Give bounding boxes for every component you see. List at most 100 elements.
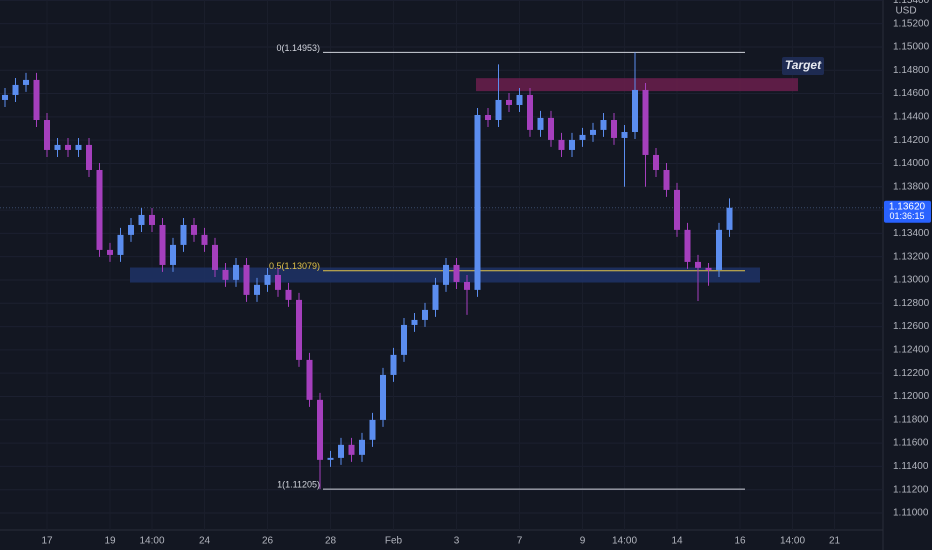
- candle-body: [695, 261, 701, 268]
- y-tick-label: 1.15200: [893, 18, 930, 29]
- y-tick-label: 1.14200: [893, 135, 930, 146]
- candle-body: [600, 120, 607, 130]
- x-tick-label: 26: [262, 536, 274, 547]
- x-tick-label: 14: [671, 536, 683, 547]
- candle-body: [128, 224, 134, 235]
- candle-body: [233, 264, 239, 280]
- annotation-box: [782, 57, 824, 75]
- candle-body: [558, 139, 565, 150]
- candle-body: [222, 269, 229, 280]
- fib-label: 0(1.14953): [276, 43, 320, 53]
- candle-body: [327, 457, 334, 460]
- candle-body: [54, 144, 61, 150]
- candle-body: [653, 154, 659, 170]
- candle-body: [369, 419, 376, 440]
- candle-body: [285, 289, 292, 300]
- y-tick-label: 1.11800: [893, 414, 929, 425]
- candle-body: [180, 224, 187, 245]
- price-tag-label: 1.13620: [889, 201, 926, 212]
- candle-body: [390, 354, 397, 375]
- candle-body: [159, 224, 166, 265]
- fib-label: 1(1.11205): [277, 479, 320, 489]
- candle-body: [663, 169, 670, 190]
- candle-body: [716, 229, 722, 270]
- candle-body: [65, 144, 71, 150]
- fib-label: 0.5(1.13079): [269, 261, 320, 271]
- currency-label: USD: [895, 6, 916, 17]
- x-tick-label: 16: [734, 536, 746, 547]
- y-tick-label: 1.13200: [893, 251, 930, 262]
- x-tick-label: 24: [199, 536, 211, 547]
- zone: [476, 78, 798, 92]
- candle-body: [726, 207, 733, 230]
- y-tick-label: 1.13400: [893, 228, 930, 239]
- y-tick-label: 1.12000: [893, 391, 930, 402]
- candle-body: [23, 79, 29, 85]
- y-tick-label: 1.15000: [893, 42, 930, 53]
- candle-body: [96, 169, 103, 250]
- y-tick-label: 1.12400: [893, 345, 930, 356]
- candle-body: [12, 84, 19, 95]
- candle-body: [422, 309, 428, 320]
- x-tick-label: 14:00: [139, 536, 164, 547]
- candle-body: [117, 234, 124, 255]
- y-tick-label: 1.12200: [893, 368, 930, 379]
- x-tick-label: 9: [580, 536, 586, 547]
- candle-body: [590, 129, 596, 135]
- candle-body: [632, 89, 638, 133]
- x-tick-label: 19: [104, 536, 116, 547]
- candle-body: [705, 267, 712, 270]
- candle-body: [401, 324, 407, 355]
- candle-body: [474, 114, 481, 290]
- candle-body: [2, 94, 8, 100]
- candle-body: [432, 284, 439, 310]
- candle-body: [611, 120, 617, 138]
- candle-body: [621, 132, 628, 138]
- candle-body: [348, 444, 355, 455]
- x-tick-label: 28: [325, 536, 337, 547]
- countdown: 01:36:15: [889, 211, 924, 221]
- candle-body: [443, 264, 449, 285]
- candle-body: [149, 214, 155, 225]
- candle-body: [44, 120, 50, 150]
- candle-body: [453, 264, 460, 282]
- candle-body: [275, 274, 281, 290]
- candle-body: [506, 99, 512, 105]
- x-tick-label: 3: [454, 536, 460, 547]
- candle-body: [359, 439, 365, 455]
- candle-body: [380, 374, 386, 420]
- x-tick-label: Feb: [385, 536, 403, 547]
- x-tick-label: 21: [829, 536, 841, 547]
- candle-body: [485, 114, 491, 121]
- candle-body: [674, 189, 680, 230]
- y-tick-label: 1.13800: [893, 181, 930, 192]
- candle-body: [170, 244, 176, 265]
- candle-body: [579, 134, 586, 140]
- candle-body: [296, 299, 302, 360]
- x-tick-label: 7: [517, 536, 523, 547]
- y-tick-label: 1.14600: [893, 88, 930, 99]
- candle-body: [338, 444, 344, 458]
- candle-body: [191, 224, 197, 235]
- candle-body: [243, 264, 250, 295]
- candle-body: [212, 244, 218, 270]
- y-tick-label: 1.12800: [893, 298, 930, 309]
- y-tick-label: 1.14000: [893, 158, 930, 169]
- y-tick-label: 1.11200: [893, 484, 929, 495]
- candle-body: [548, 117, 554, 140]
- candle-body: [86, 144, 92, 170]
- y-tick-label: 1.14400: [893, 111, 930, 122]
- candle-body: [516, 94, 523, 105]
- candle-body: [75, 144, 82, 150]
- candle-body: [264, 274, 271, 285]
- y-tick-label: 1.15400: [893, 0, 930, 6]
- candle-body: [254, 284, 260, 295]
- y-tick-label: 1.12600: [893, 321, 930, 332]
- candle-body: [33, 79, 40, 121]
- candle-body: [306, 359, 313, 400]
- y-tick-label: 1.13000: [893, 275, 930, 286]
- candle-body: [569, 139, 575, 150]
- price-tag: [884, 200, 931, 223]
- candle-body: [684, 229, 691, 262]
